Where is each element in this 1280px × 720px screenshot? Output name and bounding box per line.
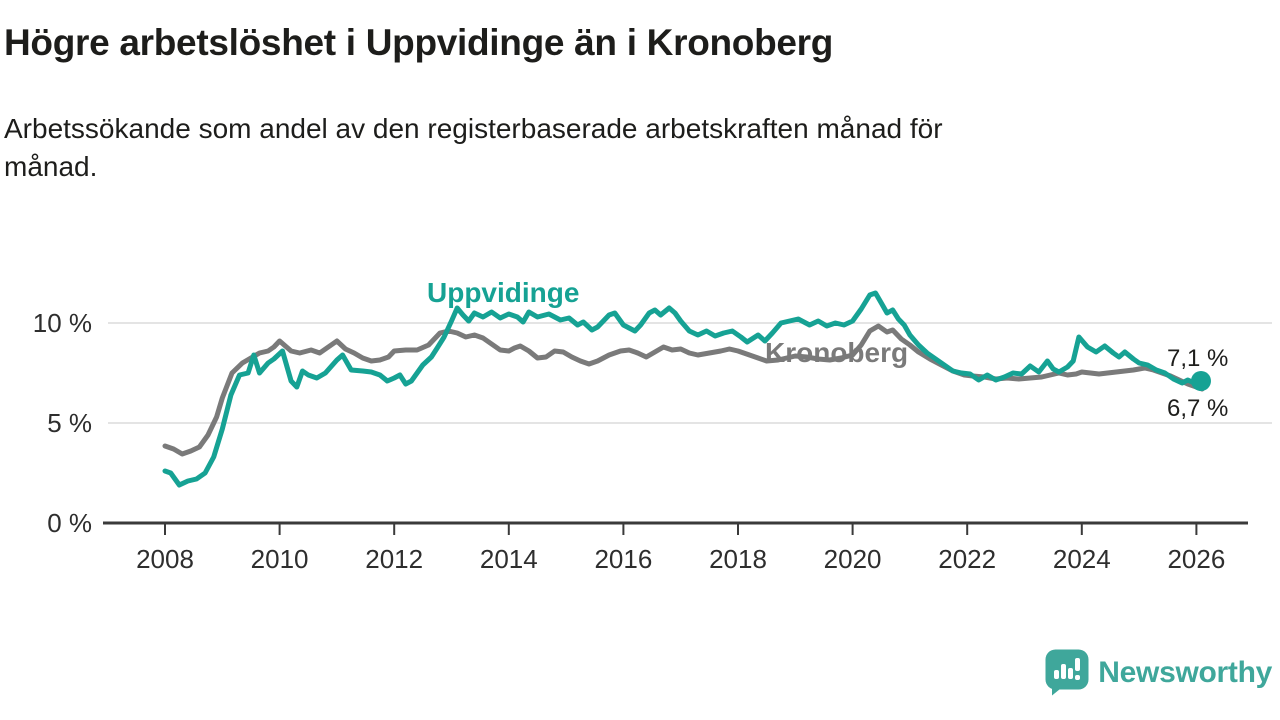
x-axis-tick-label: 2010	[251, 544, 309, 574]
x-axis-tick-label: 2020	[824, 544, 882, 574]
x-axis-tick-label: 2026	[1167, 544, 1225, 574]
series-line-uppvidinge	[162, 290, 1204, 488]
logo-exclamation-bar	[1075, 658, 1081, 671]
newsworthy-bubble-chart-icon	[1045, 649, 1089, 696]
logo-bar-2	[1061, 664, 1067, 679]
y-axis-tick-label: 5 %	[47, 408, 92, 438]
x-axis-tick-label: 2018	[709, 544, 767, 574]
x-axis-tick-label: 2022	[938, 544, 996, 574]
series-label-uppvidinge: Uppvidinge	[427, 277, 579, 308]
series-end-dot-uppvidinge	[1190, 371, 1211, 391]
line-chart: 0 % 5 % 10 % 2008 2010 2012 2014 2016 2018 2020 20…	[33, 277, 1272, 574]
x-axis-tick-label: 2024	[1053, 544, 1111, 574]
y-axis-tick-label: 0 %	[47, 508, 92, 538]
y-axis-tick-label: 10 %	[33, 308, 92, 338]
series-line-kronoberg	[162, 323, 1205, 457]
logo-bubble	[1045, 649, 1089, 690]
x-axis-tick-label: 2014	[480, 544, 538, 574]
x-axis-tick-label: 2016	[594, 544, 652, 574]
x-axis-tick-label: 2008	[136, 544, 194, 574]
chart-header: Högre arbetslöshet i Uppvidinge än i Kro…	[4, 0, 984, 186]
end-value-label-kronoberg: 6,7 %	[1167, 395, 1228, 422]
page-title: Högre arbetslöshet i Uppvidinge än i Kro…	[4, 22, 834, 63]
series-layer	[162, 290, 1211, 488]
x-axis-tick-label: 2012	[365, 544, 423, 574]
series-label-kronoberg: Kronoberg	[765, 337, 908, 368]
end-value-label-uppvidinge: 7,1 %	[1167, 345, 1228, 372]
newsworthy-logo[interactable]: Newsworthy	[1045, 649, 1272, 696]
axis-layer: 0 % 5 % 10 % 2008 2010 2012 2014 2016 2018 2020 20…	[33, 308, 1248, 574]
logo-bar-3	[1068, 668, 1074, 679]
newsworthy-logo-text: Newsworthy	[1098, 655, 1272, 689]
logo-bar-1	[1054, 670, 1060, 679]
logo-exclamation-dot	[1075, 675, 1081, 680]
chart-subtitle: Arbetssökande som andel av den registerb…	[4, 113, 943, 183]
logo-bubble-tail	[1052, 685, 1066, 696]
gridline-layer	[108, 322, 1272, 424]
